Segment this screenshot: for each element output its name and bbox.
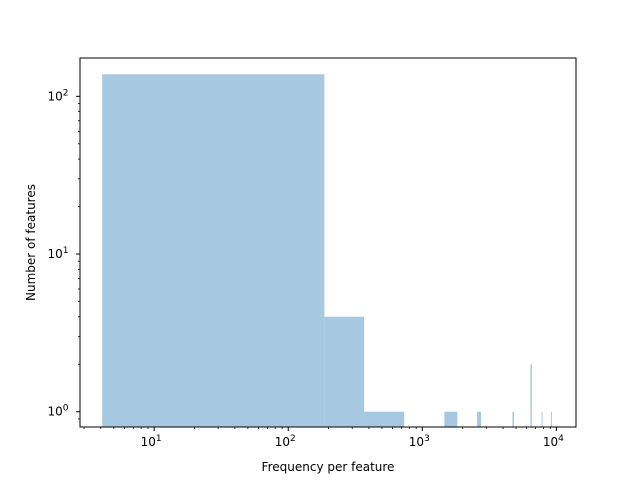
bars-group (102, 74, 552, 428)
histogram-bar-7 (541, 411, 543, 427)
histogram-bar-2 (364, 411, 405, 427)
histogram-bar-5 (512, 411, 515, 427)
x-tick-label-2: 103 (409, 434, 430, 449)
x-tick-label-3: 104 (543, 434, 564, 449)
histogram-bar-4 (477, 411, 482, 427)
histogram-bar-3 (444, 411, 458, 427)
x-tick-label-0: 101 (141, 434, 162, 449)
histogram-bar-1 (324, 316, 365, 427)
histogram-bar-0 (102, 74, 325, 428)
y-tick-label-2: 102 (47, 88, 68, 103)
x-axis-ticks: 101 102 103 104 (83, 427, 564, 449)
x-axis-label: Frequency per feature (262, 460, 395, 474)
histogram-bar-6 (530, 364, 532, 427)
y-tick-label-1: 101 (47, 246, 68, 261)
y-axis-ticks: 100 101 102 (47, 88, 80, 420)
x-tick-label-1: 102 (275, 434, 296, 449)
y-axis-label: Number of features (24, 184, 38, 301)
y-tick-label-0: 100 (47, 404, 68, 419)
histogram-bar-8 (550, 411, 552, 427)
axes-frame (79, 57, 577, 428)
